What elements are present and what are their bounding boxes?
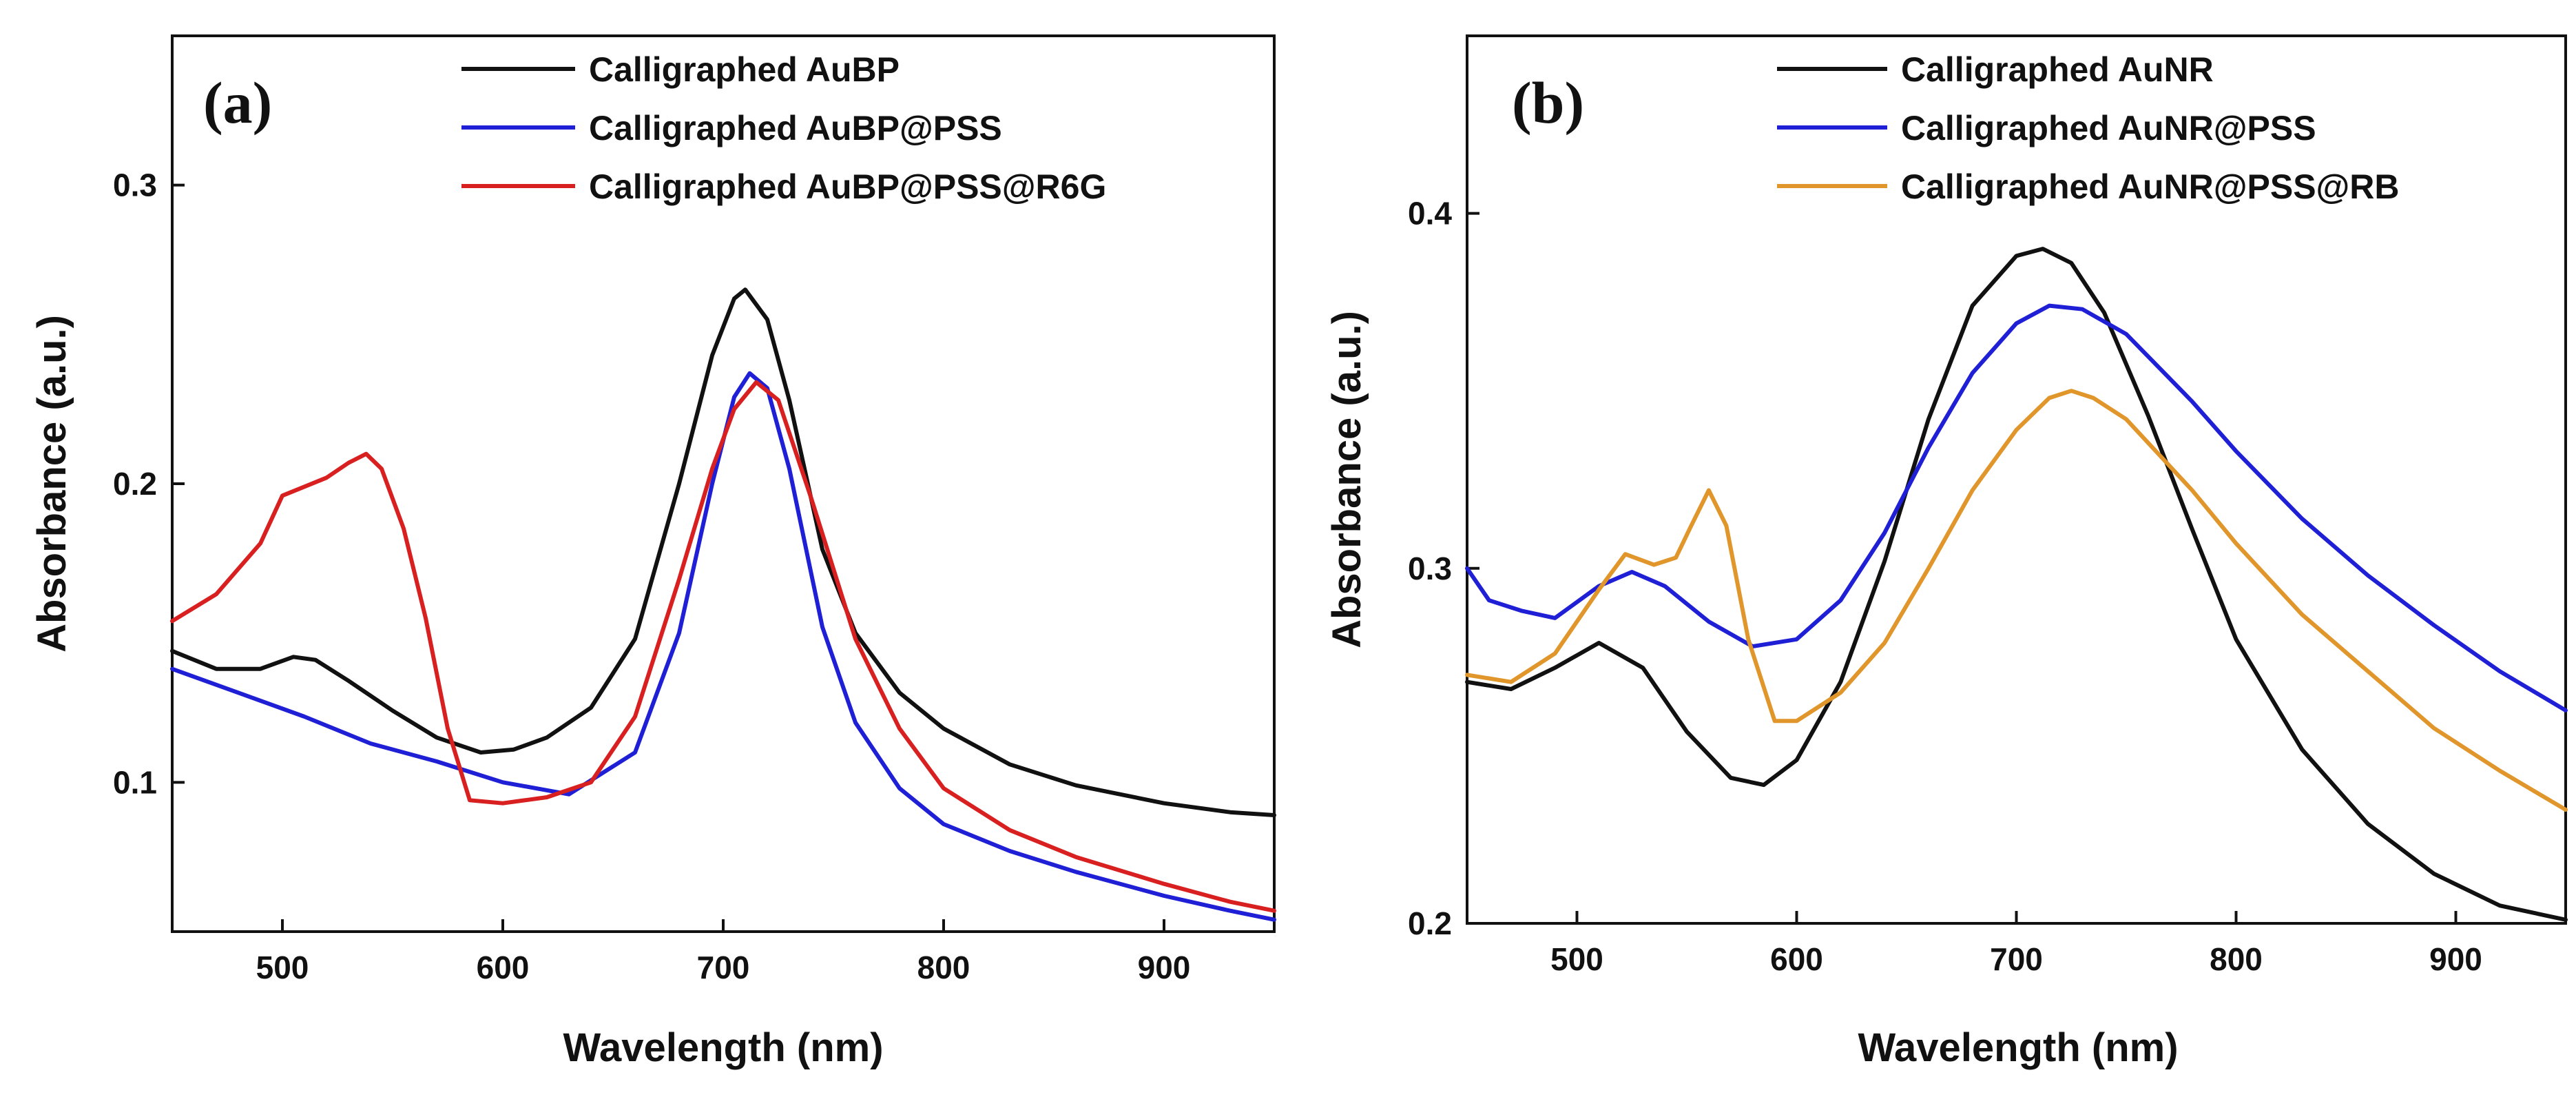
x-tick-label: 800: [917, 950, 970, 985]
legend-entry: Calligraphed AuNR@PSS: [1777, 109, 2316, 147]
y-tick-label: 0.4: [1408, 196, 1452, 232]
legend-entry: Calligraphed AuNR: [1777, 50, 2214, 89]
legend-entry: Calligraphed AuBP@PSS: [461, 109, 1002, 147]
y-tick-label: 0.3: [1408, 551, 1452, 586]
y-axis: 0.1 0.2 0.3: [113, 167, 185, 800]
series-layer: [170, 287, 1276, 922]
y-tick-label: 0.3: [113, 167, 157, 203]
x-tick-label: 900: [1138, 950, 1191, 985]
panel-label: (a): [203, 70, 272, 136]
x-tick-label: 600: [1770, 941, 1823, 977]
x-tick-label: 600: [477, 950, 530, 985]
legend-label: Calligraphed AuBP: [589, 50, 900, 89]
legend-entry: Calligraphed AuBP: [461, 50, 900, 89]
panel-label: (b): [1512, 70, 1584, 136]
y-axis-title: Absorbance (a.u.): [30, 315, 74, 653]
x-tick-label: 700: [1990, 941, 2043, 977]
legend: Calligraphed AuNR Calligraphed AuNR@PSS …: [1777, 50, 2400, 206]
legend-label: Calligraphed AuBP@PSS@R6G: [589, 167, 1106, 206]
x-axis: 500 600 700 800 900: [256, 919, 1191, 985]
chart-panel-a: (a) Wavelength (nm) Absorbance (a.u.) 50…: [30, 34, 1276, 1070]
y-axis-title: Absorbance (a.u.): [1325, 311, 1369, 648]
y-tick-label: 0.2: [1408, 905, 1452, 941]
chart-panel-b: (b) Wavelength (nm) Absorbance (a.u.) 50…: [1325, 34, 2568, 1070]
legend-entry: Calligraphed AuBP@PSS@R6G: [461, 167, 1106, 206]
series-line: [170, 380, 1276, 913]
x-axis: 500 600 700 800 900: [1550, 911, 2482, 977]
legend-label: Calligraphed AuBP@PSS: [589, 109, 1002, 147]
legend-label: Calligraphed AuNR: [1901, 50, 2214, 89]
x-tick-label: 900: [2429, 941, 2482, 977]
x-axis-title: Wavelength (nm): [563, 1025, 883, 1070]
x-tick-label: 700: [697, 950, 750, 985]
x-tick-label: 500: [1550, 941, 1603, 977]
legend-label: Calligraphed AuNR@PSS@RB: [1901, 167, 2400, 206]
x-tick-label: 500: [256, 950, 309, 985]
series-line: [1465, 389, 2568, 812]
x-axis-title: Wavelength (nm): [1858, 1025, 2178, 1070]
x-tick-label: 800: [2210, 941, 2263, 977]
legend-entry: Calligraphed AuNR@PSS@RB: [1777, 167, 2400, 206]
series-line: [170, 287, 1276, 817]
series-line: [1465, 303, 2568, 712]
y-tick-label: 0.2: [113, 466, 157, 502]
series-line: [1465, 247, 2568, 922]
series-line: [170, 371, 1276, 922]
legend: Calligraphed AuBP Calligraphed AuBP@PSS …: [461, 50, 1106, 206]
series-layer: [1465, 247, 2568, 922]
y-tick-label: 0.1: [113, 764, 157, 800]
legend-label: Calligraphed AuNR@PSS: [1901, 109, 2316, 147]
